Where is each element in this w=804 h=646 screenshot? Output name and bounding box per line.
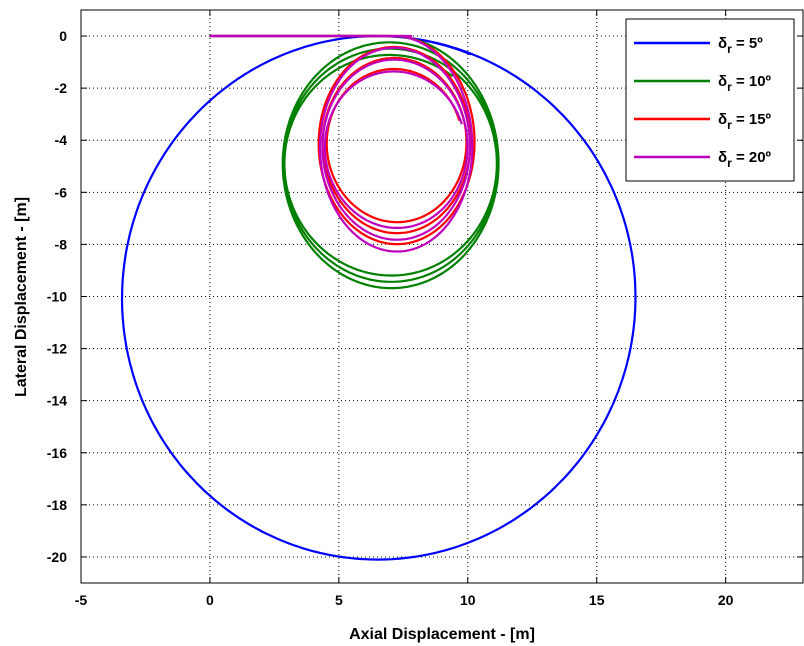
series-line-1 — [120, 34, 637, 561]
legend-label: δr = 15º — [718, 111, 772, 132]
axis-ticks: -5 0 5 10 15 20 0 -2 -4 -6 -8 -10 -12 -14 -16 -18 -20 — [47, 10, 803, 608]
series-line-4 — [209, 34, 474, 253]
y-tick-label: -14 — [47, 393, 67, 409]
legend-label: δr = 10º — [718, 73, 772, 94]
y-tick-label: 0 — [59, 28, 67, 44]
y-tick-label: -20 — [47, 549, 67, 565]
series-group — [120, 34, 637, 561]
x-axis-title: Axial Displacement - [m] — [349, 626, 535, 643]
y-tick-label: -10 — [47, 289, 67, 305]
legend-box — [625, 18, 795, 182]
x-tick-label: -5 — [75, 592, 88, 608]
x-tick-label: 0 — [206, 592, 214, 608]
series-line-2 — [209, 34, 500, 290]
x-tick-label: 5 — [335, 592, 343, 608]
y-tick-label: -8 — [55, 236, 68, 252]
grid-lines — [81, 10, 803, 583]
y-tick-label: -18 — [47, 497, 67, 513]
legend: δr = 5º δr = 10º δr = 15º δr = 20º — [625, 18, 795, 182]
y-tick-label: -4 — [55, 132, 68, 148]
series-line-3 — [209, 34, 476, 246]
y-tick-label: -12 — [47, 341, 67, 357]
y-tick-label: -16 — [47, 445, 67, 461]
y-axis-title: Lateral Displacement - [m] — [13, 197, 30, 397]
x-tick-label: 20 — [718, 592, 734, 608]
x-tick-label: 15 — [589, 592, 605, 608]
x-tick-label: 10 — [460, 592, 476, 608]
legend-label: δr = 20º — [718, 149, 772, 170]
legend-label: δr = 5º — [718, 35, 763, 56]
y-tick-label: -2 — [55, 80, 68, 96]
y-tick-label: -6 — [55, 184, 68, 200]
